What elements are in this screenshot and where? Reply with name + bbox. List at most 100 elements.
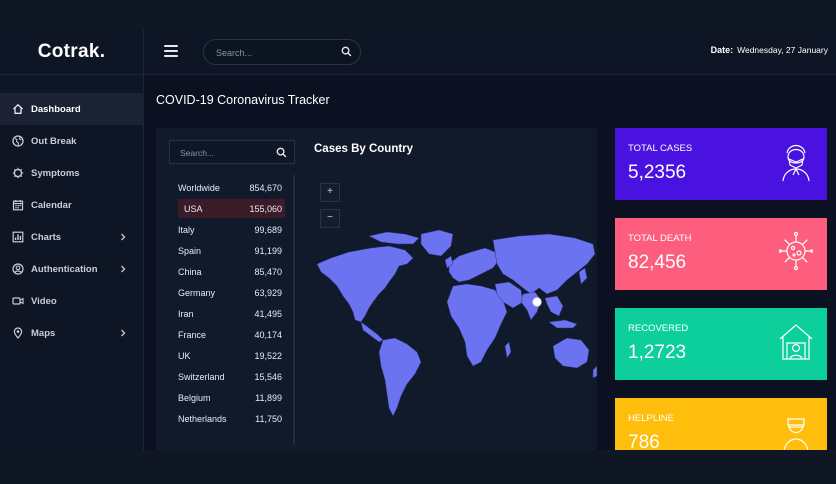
country-name: France bbox=[178, 330, 207, 340]
zoom-in-button[interactable]: + bbox=[320, 183, 340, 202]
card-value: 82,456 bbox=[628, 252, 687, 273]
date-display: Date: Wednesday, 27 January bbox=[711, 45, 828, 55]
calendar-icon bbox=[12, 200, 24, 211]
map-region-new-zealand bbox=[592, 365, 598, 379]
map-region-australia bbox=[552, 337, 590, 369]
country-name: Belgium bbox=[178, 393, 211, 403]
country-cases: 19,522 bbox=[254, 351, 282, 361]
globe-icon bbox=[12, 135, 24, 147]
app-frame: Cotrak. Date:Wednesday, 27 January Dashb… bbox=[0, 30, 836, 450]
country-row[interactable]: France 40,174 bbox=[169, 325, 296, 346]
sidebar-item-maps[interactable]: Maps bbox=[0, 317, 143, 349]
sidebar-item-label: Video bbox=[31, 295, 57, 307]
virus-icon bbox=[12, 167, 24, 179]
country-name: UK bbox=[178, 351, 191, 361]
sidebar-item-symptoms[interactable]: Symptoms bbox=[0, 157, 143, 189]
helpline-card[interactable]: HELPLINE 786 bbox=[615, 398, 827, 450]
card-label: HELPLINE bbox=[628, 413, 674, 424]
sidebar-item-label: Maps bbox=[31, 327, 56, 339]
sidebar-item-label: Symptoms bbox=[31, 167, 80, 179]
top-bar: Date:Wednesday, 27 January bbox=[144, 30, 836, 75]
chevron-right-icon[interactable] bbox=[119, 265, 127, 273]
country-list-scrollbar[interactable] bbox=[293, 175, 295, 445]
zoom-out-button[interactable]: − bbox=[320, 209, 340, 228]
sidebar-item-label: Charts bbox=[31, 231, 62, 243]
country-row[interactable]: Belgium 11,899 bbox=[169, 388, 296, 409]
sidebar: Dashboard Out Break Symptoms Calendar bbox=[0, 75, 144, 450]
search-icon[interactable] bbox=[341, 46, 352, 57]
map-region-europe bbox=[448, 247, 500, 283]
country-row[interactable]: Worldwide 854,670 bbox=[169, 178, 296, 199]
map-region-arctic-canada bbox=[368, 231, 420, 245]
sidebar-item-charts[interactable]: Charts bbox=[0, 221, 143, 253]
country-row[interactable]: Germany 63,929 bbox=[169, 283, 296, 304]
country-cases: 63,929 bbox=[254, 288, 282, 298]
home-icon bbox=[13, 103, 23, 114]
country-cases: 41,495 bbox=[254, 309, 282, 319]
map-pin-icon bbox=[13, 327, 23, 339]
selected-location-marker bbox=[532, 297, 542, 307]
country-row-selected[interactable]: USA 155,060 bbox=[169, 199, 296, 220]
sidebar-item-calendar[interactable]: Calendar bbox=[0, 189, 143, 221]
world-map[interactable] bbox=[309, 228, 599, 418]
date-value: Wednesday, 27 January bbox=[737, 45, 828, 55]
sidebar-item-authentication[interactable]: Authentication bbox=[0, 253, 143, 285]
chart-icon bbox=[12, 231, 24, 243]
country-name: Switzerland bbox=[178, 372, 225, 382]
top-search-input[interactable] bbox=[214, 44, 336, 61]
menu-toggle-icon[interactable] bbox=[164, 45, 178, 57]
map-region-south-america bbox=[378, 337, 422, 417]
map-region-north-america bbox=[316, 245, 414, 323]
country-cases: 155,060 bbox=[249, 204, 282, 214]
country-row[interactable]: Italy 99,689 bbox=[169, 220, 296, 241]
country-cases: 854,670 bbox=[249, 183, 282, 193]
house-person-icon bbox=[779, 324, 813, 360]
country-name: Iran bbox=[178, 309, 194, 319]
country-name: Worldwide bbox=[178, 183, 220, 193]
sidebar-item-dashboard[interactable]: Dashboard bbox=[0, 93, 143, 125]
country-cases: 15,546 bbox=[254, 372, 282, 382]
map-title: Cases By Country bbox=[314, 143, 414, 155]
country-cases: 99,689 bbox=[254, 225, 282, 235]
map-region-middle-east bbox=[494, 281, 524, 309]
card-value: 786 bbox=[628, 432, 660, 450]
country-name: Spain bbox=[178, 246, 202, 256]
brand-logo[interactable]: Cotrak. bbox=[37, 41, 106, 62]
card-value: 1,2723 bbox=[628, 342, 687, 363]
map-region-central-america bbox=[360, 321, 384, 343]
country-row[interactable]: Netherlands 11,750 bbox=[169, 409, 296, 430]
country-name: Netherlands bbox=[178, 414, 227, 424]
country-name: Italy bbox=[178, 225, 195, 235]
country-search-input[interactable] bbox=[178, 145, 277, 161]
search-icon[interactable] bbox=[276, 147, 287, 158]
country-row[interactable]: Iran 41,495 bbox=[169, 304, 296, 325]
date-label: Date: bbox=[710, 45, 734, 55]
country-search-box bbox=[169, 140, 295, 164]
country-name: China bbox=[178, 267, 202, 277]
map-region-uk bbox=[444, 255, 454, 269]
card-label: TOTAL DEATH bbox=[628, 233, 692, 244]
video-icon bbox=[12, 297, 24, 305]
country-row[interactable]: China 85,470 bbox=[169, 262, 296, 283]
total-cases-card[interactable]: TOTAL CASES 5,2356 bbox=[615, 128, 827, 200]
chevron-right-icon[interactable] bbox=[119, 329, 127, 337]
sidebar-item-label: Dashboard bbox=[31, 103, 81, 115]
user-icon bbox=[12, 263, 24, 275]
map-region-greenland bbox=[420, 229, 454, 257]
sidebar-item-out-break[interactable]: Out Break bbox=[0, 125, 143, 157]
recovered-card[interactable]: RECOVERED 1,2723 bbox=[615, 308, 827, 380]
total-death-card[interactable]: TOTAL DEATH 82,456 bbox=[615, 218, 827, 290]
country-name: USA bbox=[184, 204, 203, 214]
map-region-africa bbox=[446, 283, 508, 367]
sidebar-item-video[interactable]: Video bbox=[0, 285, 143, 317]
country-row[interactable]: Spain 91,199 bbox=[169, 241, 296, 262]
card-label: RECOVERED bbox=[628, 323, 689, 334]
card-value: 5,2356 bbox=[628, 162, 687, 183]
country-row[interactable]: Switzerland 15,546 bbox=[169, 367, 296, 388]
chevron-right-icon[interactable] bbox=[119, 233, 127, 241]
country-cases: 11,899 bbox=[255, 393, 282, 403]
country-row[interactable]: UK 19,522 bbox=[169, 346, 296, 367]
doctor-icon bbox=[783, 418, 809, 450]
country-cases: 91,199 bbox=[254, 246, 282, 256]
